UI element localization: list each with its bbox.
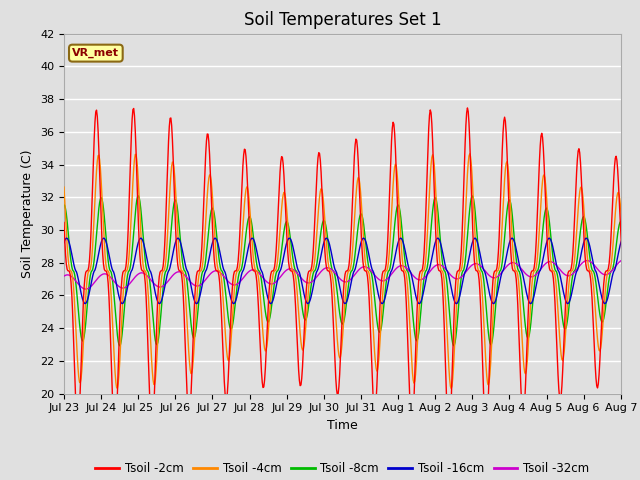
X-axis label: Time: Time <box>327 419 358 432</box>
Y-axis label: Soil Temperature (C): Soil Temperature (C) <box>22 149 35 278</box>
Legend: Tsoil -2cm, Tsoil -4cm, Tsoil -8cm, Tsoil -16cm, Tsoil -32cm: Tsoil -2cm, Tsoil -4cm, Tsoil -8cm, Tsoi… <box>91 457 594 480</box>
Title: Soil Temperatures Set 1: Soil Temperatures Set 1 <box>244 11 441 29</box>
Text: VR_met: VR_met <box>72 48 119 58</box>
